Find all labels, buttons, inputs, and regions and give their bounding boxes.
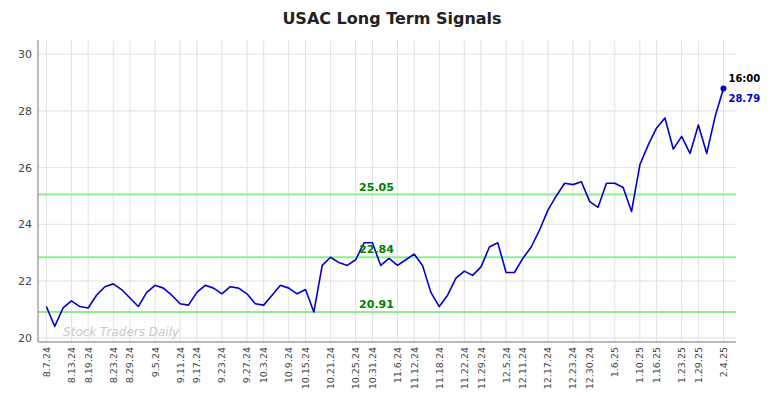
x-grid-line	[681, 40, 682, 342]
last-value-label: 28.79	[728, 93, 760, 104]
x-grid-line	[506, 40, 507, 342]
level-label: 25.05	[359, 181, 394, 194]
x-tick-label: 8.23.24	[108, 347, 119, 383]
watermark: Stock Traders Daily	[63, 325, 180, 339]
y-grid-line	[38, 224, 736, 225]
x-tick-label: 8.13.24	[66, 347, 77, 383]
x-grid-line	[330, 40, 331, 342]
price-line	[46, 88, 723, 326]
x-tick-label: 1.10.25	[634, 347, 645, 383]
x-grid-line	[71, 40, 72, 342]
x-tick-label: 9.11.24	[175, 347, 186, 383]
x-tick-label: 9.5.24	[150, 347, 161, 377]
x-tick-label: 11.29.24	[476, 347, 487, 389]
x-grid-line	[614, 40, 615, 342]
x-grid-line	[522, 40, 523, 342]
x-tick-label: 11.22.24	[459, 347, 470, 389]
x-tick-label: 10.15.24	[300, 347, 311, 389]
x-grid-line	[288, 40, 289, 342]
x-grid-line	[656, 40, 657, 342]
x-grid-line	[414, 40, 415, 342]
x-tick-label: 1.6.25	[609, 347, 620, 377]
y-grid-line	[38, 167, 736, 168]
x-tick-label: 12.17.24	[542, 347, 553, 389]
y-axis-line	[38, 40, 39, 342]
x-tick-label: 10.21.24	[325, 347, 336, 389]
x-grid-line	[46, 40, 47, 342]
x-tick-label: 10.31.24	[367, 347, 378, 389]
y-tick-label: 22	[18, 275, 32, 288]
y-grid-line	[38, 281, 736, 282]
x-grid-line	[246, 40, 247, 342]
level-line	[38, 311, 736, 313]
y-grid-line	[38, 54, 736, 55]
x-tick-label: 11.6.24	[392, 347, 403, 383]
y-grid-line	[38, 110, 736, 111]
x-tick-label: 10.3.24	[258, 347, 269, 383]
x-grid-line	[88, 40, 89, 342]
x-grid-line	[723, 40, 724, 342]
x-tick-label: 1.29.25	[693, 347, 704, 383]
x-grid-line	[305, 40, 306, 342]
x-tick-label: 9.27.24	[241, 347, 252, 383]
last-point	[720, 85, 726, 91]
x-tick-label: 10.9.24	[283, 347, 294, 383]
x-grid-line	[639, 40, 640, 342]
level-label: 22.84	[359, 243, 394, 256]
chart: USAC Long Term Signals 20 22 24 26 28 30 8.7.24…	[0, 0, 784, 398]
x-tick-label: 9.23.24	[216, 347, 227, 383]
x-grid-line	[196, 40, 197, 342]
x-grid-line	[221, 40, 222, 342]
x-tick-label: 12.11.24	[517, 347, 528, 389]
title: USAC Long Term Signals	[282, 9, 501, 28]
y-tick-label: 26	[18, 162, 32, 175]
x-grid-line	[355, 40, 356, 342]
x-tick-label: 10.25.24	[350, 347, 361, 389]
x-grid-line	[572, 40, 573, 342]
x-grid-line	[180, 40, 181, 342]
x-grid-line	[113, 40, 114, 342]
x-tick-label: 8.19.24	[83, 347, 94, 383]
x-grid-line	[397, 40, 398, 342]
x-grid-line	[263, 40, 264, 342]
x-grid-line	[698, 40, 699, 342]
last-time-label: 16:00	[728, 73, 760, 84]
x-tick-label: 9.17.24	[191, 347, 202, 383]
x-grid-line	[439, 40, 440, 342]
x-axis-line	[38, 342, 736, 343]
y-tick-label: 24	[18, 218, 32, 231]
x-tick-label: 12.5.24	[501, 347, 512, 383]
level-line	[38, 256, 736, 258]
x-tick-label: 11.18.24	[434, 347, 445, 389]
x-tick-label: 12.30.24	[584, 347, 595, 389]
x-tick-label: 12.23.24	[567, 347, 578, 389]
x-tick-label: 11.12.24	[409, 347, 420, 389]
y-tick-label: 20	[18, 332, 32, 345]
x-tick-label: 8.7.24	[41, 347, 52, 377]
level-line	[38, 194, 736, 196]
level-label: 20.91	[359, 298, 394, 311]
x-grid-line	[547, 40, 548, 342]
x-tick-label: 8.29.24	[124, 347, 135, 383]
x-grid-line	[155, 40, 156, 342]
x-tick-label: 1.23.25	[676, 347, 687, 383]
x-grid-line	[481, 40, 482, 342]
y-tick-label: 28	[18, 105, 32, 118]
plot-marks	[38, 85, 736, 326]
x-grid-line	[464, 40, 465, 342]
x-grid-line	[589, 40, 590, 342]
grid	[38, 40, 736, 342]
x-tick-label: 1.16.25	[651, 347, 662, 383]
x-tick-label: 2.4.25	[718, 347, 729, 377]
y-tick-label: 30	[18, 48, 32, 61]
